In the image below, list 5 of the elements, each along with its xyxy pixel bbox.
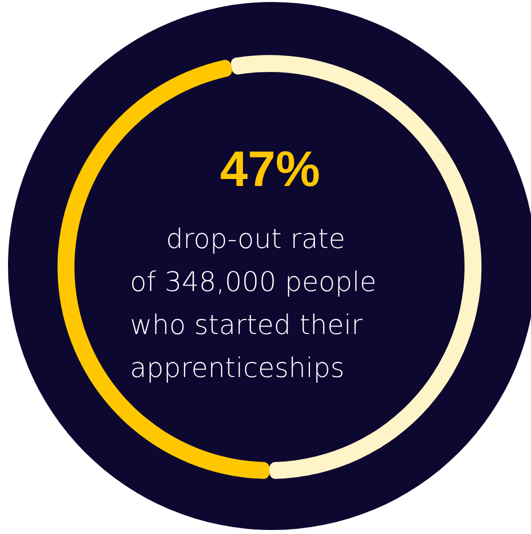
text: of 348,000 people <box>130 266 376 300</box>
text: 47% <box>218 140 322 198</box>
text: drop-out rate <box>165 223 346 257</box>
text: apprenticeships <box>130 352 346 386</box>
text: who started their <box>130 309 364 343</box>
